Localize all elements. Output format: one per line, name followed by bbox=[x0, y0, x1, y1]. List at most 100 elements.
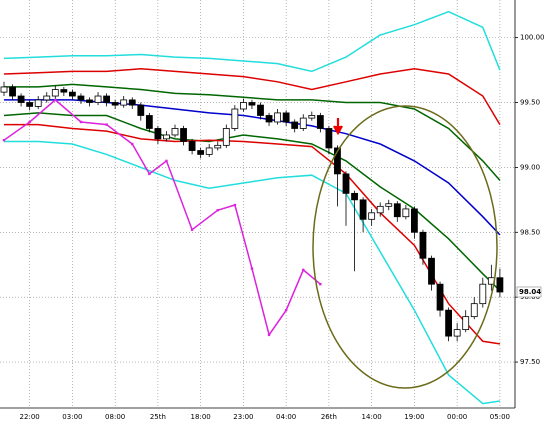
candle-body bbox=[462, 316, 470, 331]
indicator-line bbox=[4, 140, 501, 405]
candle-body bbox=[282, 112, 290, 123]
candle-body bbox=[197, 150, 205, 155]
candle-body bbox=[299, 117, 307, 129]
candle-body bbox=[180, 128, 187, 142]
candle-body bbox=[69, 91, 76, 97]
candle-body bbox=[222, 128, 230, 146]
indicator-point bbox=[79, 120, 83, 124]
candle-body bbox=[34, 99, 42, 107]
y-tick-label: 100.00 bbox=[520, 34, 545, 42]
candle-body bbox=[291, 121, 299, 129]
x-tick-label: 18:00 bbox=[191, 413, 211, 421]
candle-body bbox=[325, 128, 333, 149]
candle-body bbox=[9, 86, 16, 97]
indicator-point bbox=[2, 138, 6, 142]
candle-body bbox=[342, 173, 350, 194]
indicator-point bbox=[148, 172, 151, 176]
indicator-point bbox=[250, 267, 254, 270]
candle-body bbox=[60, 89, 68, 93]
candle-body bbox=[248, 102, 256, 106]
candle-body bbox=[111, 102, 119, 106]
candle-body bbox=[470, 303, 478, 318]
candle-body bbox=[26, 102, 34, 107]
y-tick-label: 98.50 bbox=[520, 228, 540, 236]
x-tick-label: 25th bbox=[150, 413, 166, 421]
candle-body bbox=[359, 199, 367, 220]
x-tick-label: 19:00 bbox=[404, 413, 424, 421]
candle-body bbox=[274, 112, 282, 123]
candle-body bbox=[410, 208, 418, 233]
candle-body bbox=[43, 95, 51, 101]
indicator-point bbox=[216, 209, 219, 212]
indicator-line bbox=[4, 83, 501, 181]
indicator-line bbox=[3, 98, 321, 337]
candle-body bbox=[257, 104, 264, 116]
indicator-point bbox=[190, 228, 194, 231]
candle-body bbox=[120, 99, 128, 106]
x-tick-label: 23:00 bbox=[233, 413, 253, 421]
candle-body bbox=[376, 205, 384, 214]
y-tick-label: 97.50 bbox=[520, 358, 540, 366]
highlight-circle bbox=[312, 105, 498, 389]
candle-body bbox=[103, 95, 110, 103]
candle-body bbox=[265, 115, 273, 123]
x-tick-label: 22:00 bbox=[20, 413, 40, 421]
candle-body bbox=[171, 128, 179, 136]
x-tick-label: 26th bbox=[321, 413, 337, 421]
indicator-line bbox=[3, 68, 501, 125]
y-tick-label: 99.50 bbox=[520, 99, 540, 107]
x-tick-label: 03:00 bbox=[62, 413, 82, 421]
last-price-label: 98.04 bbox=[519, 288, 541, 296]
indicator-point bbox=[28, 120, 31, 124]
candle-body bbox=[145, 115, 153, 129]
candle-body bbox=[154, 128, 162, 140]
plot-area bbox=[0, 0, 515, 408]
indicator-point bbox=[284, 308, 288, 312]
candle-body bbox=[419, 231, 427, 259]
indicator-point bbox=[105, 123, 108, 126]
candle-body bbox=[428, 257, 435, 285]
indicator-point bbox=[267, 333, 271, 337]
last-price-box bbox=[516, 286, 542, 298]
candle-body bbox=[453, 329, 461, 337]
candle-body bbox=[402, 208, 410, 218]
indicator-point bbox=[233, 203, 237, 207]
indicator-point bbox=[131, 142, 134, 146]
candle-body bbox=[239, 102, 247, 110]
x-tick-label: 00:00 bbox=[447, 413, 467, 421]
candle-body bbox=[479, 283, 487, 305]
candle-body bbox=[77, 95, 85, 101]
y-tick-label: 99.00 bbox=[520, 163, 540, 171]
candle-body bbox=[496, 277, 504, 293]
candle-body bbox=[445, 309, 453, 337]
candle-body bbox=[308, 115, 316, 119]
candle-body bbox=[128, 99, 136, 106]
x-tick-label: 05:00 bbox=[490, 413, 510, 421]
candle-body bbox=[86, 99, 93, 103]
candle-body bbox=[17, 95, 25, 103]
candle-body bbox=[51, 89, 59, 97]
candle-body bbox=[316, 115, 324, 129]
x-tick-label: 08:00 bbox=[105, 413, 125, 421]
candle-body bbox=[214, 144, 222, 149]
candle-body bbox=[368, 212, 376, 220]
arrow bbox=[333, 118, 343, 136]
candle-body bbox=[0, 86, 8, 93]
indicator-point bbox=[54, 98, 57, 102]
candle-body bbox=[188, 141, 196, 151]
candle-body bbox=[385, 203, 393, 207]
candle-body bbox=[205, 147, 213, 155]
candle-body bbox=[436, 283, 444, 311]
indicator-line bbox=[3, 10, 501, 73]
candle-body bbox=[393, 203, 401, 218]
indicator-point bbox=[165, 159, 168, 163]
candle-body bbox=[163, 134, 170, 140]
candle-body bbox=[94, 95, 102, 103]
x-tick-label: 14:00 bbox=[362, 413, 382, 421]
indicator-line bbox=[3, 112, 501, 292]
candle-body bbox=[351, 192, 358, 201]
indicator-point bbox=[319, 282, 322, 286]
candle-body bbox=[231, 108, 239, 129]
